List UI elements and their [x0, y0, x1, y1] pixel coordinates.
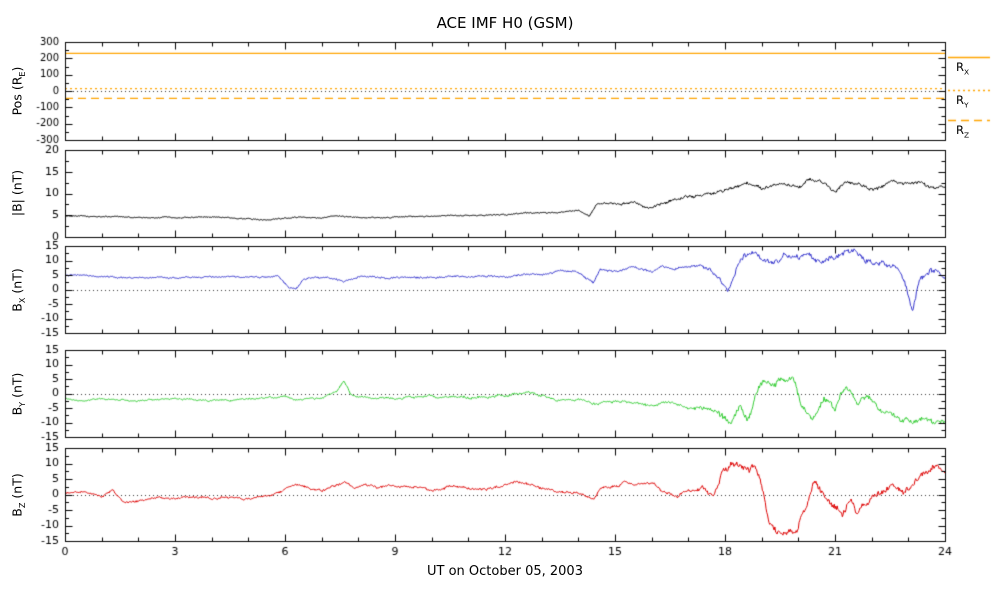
x-axis-label: UT on October 05, 2003: [427, 564, 583, 579]
legend-label-rz: RZ: [956, 123, 970, 140]
chart-title: ACE IMF H0 (GSM): [436, 14, 574, 32]
legend-label-rx: RX: [956, 60, 970, 77]
y-axis-label-position: Pos (RE): [9, 66, 27, 116]
legend-label-ry: RY: [956, 93, 969, 110]
y-axis-label-by: BY (nT): [9, 372, 27, 416]
y-axis-label-bz: BZ (nT): [9, 473, 27, 517]
y-axis-label-bx: BX (nT): [9, 268, 27, 312]
y-axis-label-bmag: |B| (nT): [9, 169, 25, 217]
